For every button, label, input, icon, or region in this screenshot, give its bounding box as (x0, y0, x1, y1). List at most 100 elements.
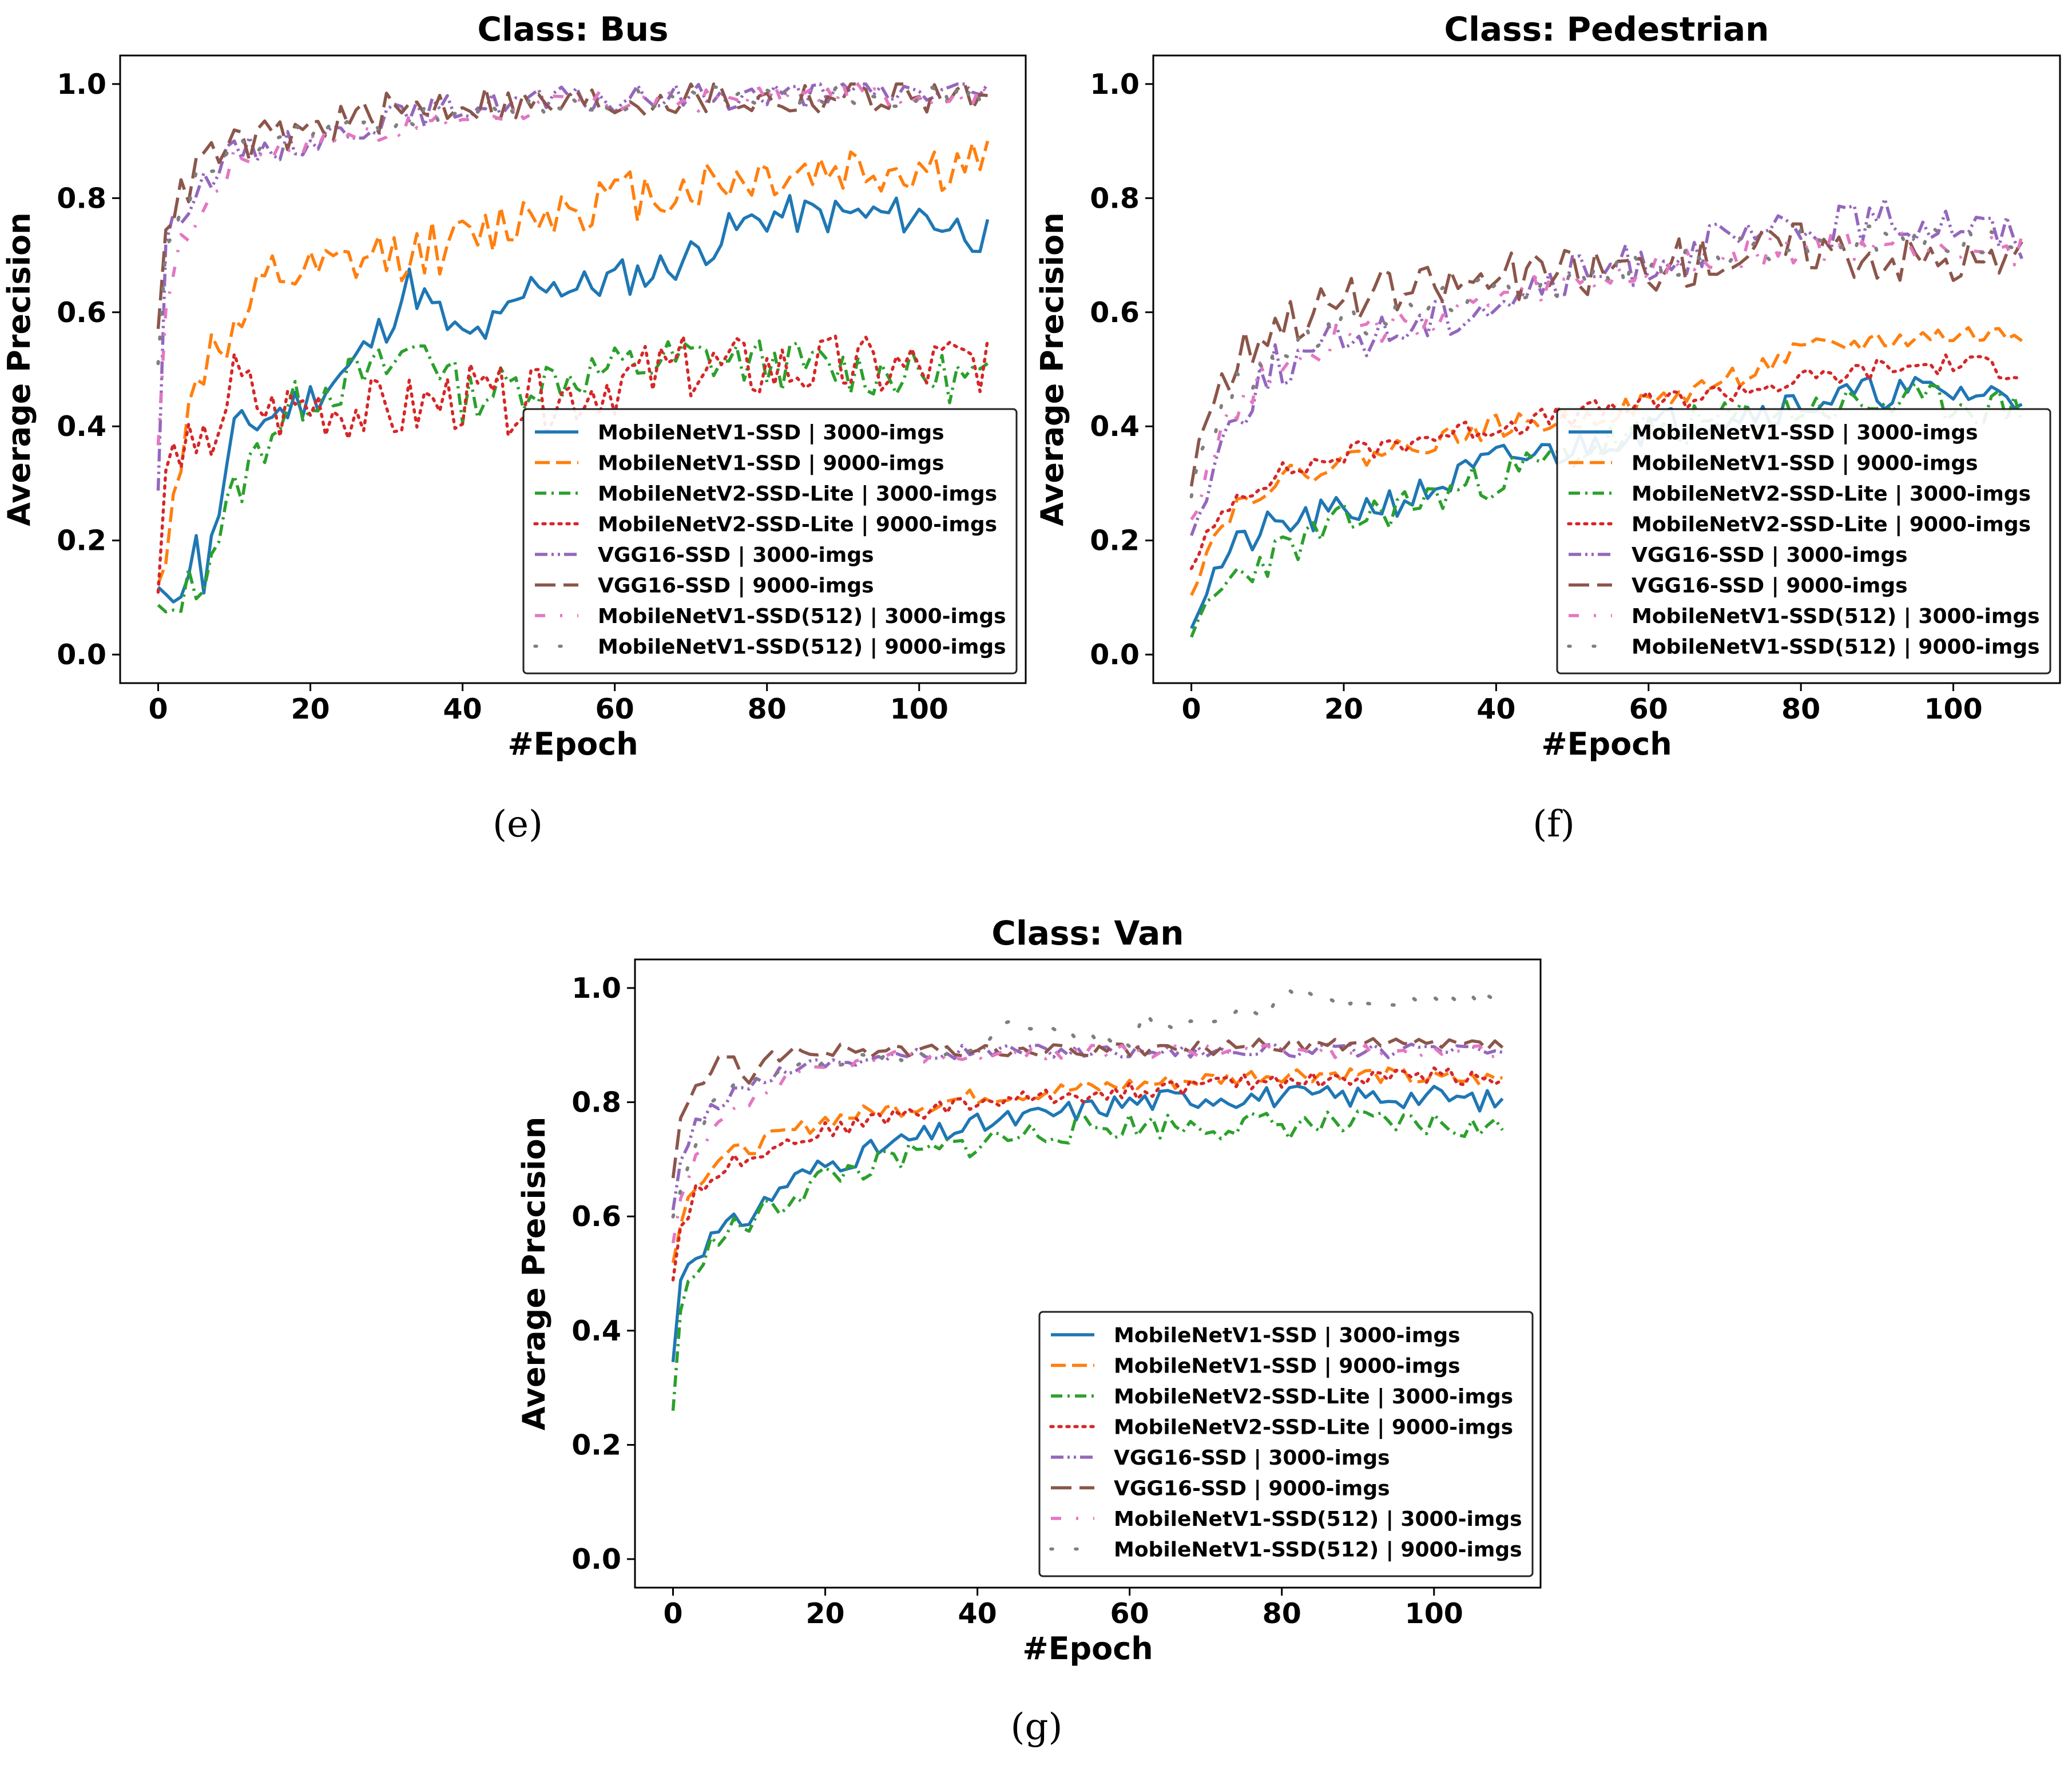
y-tick-label: 0.6 (1090, 296, 1140, 329)
y-axis-label: Average Precision (516, 1117, 552, 1430)
legend: MobileNetV1-SSD | 3000-imgs MobileNetV1-S… (522, 408, 1018, 675)
legend-label: MobileNetV1-SSD(512) | 3000-imgs (1114, 1508, 1522, 1531)
legend-label: MobileNetV1-SSD | 3000-imgs (1114, 1324, 1460, 1347)
series-group (671, 988, 1505, 1411)
y-tick-label: 0.2 (1090, 525, 1140, 557)
series-line (671, 988, 1505, 1219)
x-axis-label: #Epoch (507, 726, 638, 762)
legend-label: MobileNetV2-SSD-Lite | 3000-imgs (1114, 1385, 1513, 1409)
legend-label: MobileNetV1-SSD(512) | 3000-imgs (1632, 605, 2040, 628)
series-line (671, 1042, 1503, 1244)
legend-box (522, 408, 1018, 675)
y-tick-label: 0.4 (57, 410, 106, 443)
series-line (157, 194, 990, 604)
y-tick-label: 0.6 (57, 296, 106, 329)
series-line (1190, 326, 2023, 596)
y-tick-label: 0.0 (57, 638, 106, 671)
series-line (671, 1109, 1504, 1411)
caption-e: (e) (493, 803, 543, 846)
series-line (1189, 222, 2023, 487)
y-tick-label: 0.8 (571, 1086, 621, 1119)
x-tick-label: 0 (663, 1597, 682, 1630)
legend-label: VGG16-SSD | 9000-imgs (1632, 574, 1908, 598)
legend-label: MobileNetV1-SSD | 9000-imgs (1632, 452, 1978, 475)
series-line (156, 334, 990, 594)
y-tick-label: 0.2 (571, 1429, 621, 1461)
series-line (1190, 229, 2024, 521)
x-axis-label: #Epoch (1541, 726, 1672, 762)
y-tick-label: 0.0 (571, 1543, 621, 1576)
legend-label: MobileNetV1-SSD(512) | 9000-imgs (1114, 1538, 1522, 1562)
chart-bus: 0 20 40 60 80 100 0.0 0.2 0.4 0.6 0.8 1.0 Class: Bus… (1, 10, 1027, 762)
legend-label: MobileNetV2-SSD-Lite | 9000-imgs (598, 513, 997, 537)
x-tick-label: 80 (1263, 1597, 1301, 1630)
x-tick-label: 100 (1405, 1597, 1463, 1630)
y-tick-label: 0.0 (1090, 638, 1140, 671)
caption-f: (f) (1533, 803, 1575, 846)
legend-label: MobileNetV2-SSD-Lite | 9000-imgs (1114, 1416, 1513, 1439)
legend-label: VGG16-SSD | 3000-imgs (1114, 1446, 1390, 1470)
y-tick-label: 1.0 (57, 68, 106, 101)
legend: MobileNetV1-SSD | 3000-imgs MobileNetV1-S… (1038, 1311, 1534, 1577)
series-line (157, 339, 989, 614)
legend-label: MobileNetV1-SSD | 9000-imgs (1114, 1355, 1460, 1378)
legend-label: MobileNetV1-SSD | 9000-imgs (598, 452, 944, 475)
legend-label: MobileNetV1-SSD(512) | 9000-imgs (598, 636, 1006, 659)
legend-label: VGG16-SSD | 9000-imgs (1114, 1477, 1390, 1501)
chart-title: Class: Bus (477, 10, 668, 49)
legend-label: VGG16-SSD | 3000-imgs (1632, 544, 1908, 567)
plot-frame (1152, 54, 2061, 684)
x-tick-label: 60 (596, 693, 634, 725)
series-line (156, 82, 989, 446)
y-tick-label: 0.8 (57, 182, 106, 215)
series-line (671, 1066, 1505, 1282)
series-line (671, 1084, 1504, 1363)
x-tick-label: 20 (805, 1597, 844, 1630)
legend-label: MobileNetV2-SSD-Lite | 3000-imgs (598, 482, 997, 506)
y-tick-label: 0.8 (1090, 182, 1140, 215)
series-line (1190, 382, 2024, 638)
x-tick-label: 100 (1924, 693, 1982, 725)
legend-label: VGG16-SSD | 3000-imgs (598, 544, 874, 567)
series-line (156, 140, 990, 585)
x-tick-label: 20 (291, 693, 330, 725)
legend-label: MobileNetV1-SSD | 3000-imgs (1632, 421, 1978, 445)
chart-pedestrian: 0 20 40 60 80 100 0.0 0.2 0.4 0.6 0.8 1.0 Class: Ped… (1034, 10, 2061, 762)
x-tick-label: 60 (1110, 1597, 1149, 1630)
series-group (156, 82, 990, 614)
x-tick-label: 40 (958, 1597, 997, 1630)
x-tick-label: 0 (148, 693, 168, 725)
legend-label: MobileNetV2-SSD-Lite | 9000-imgs (1632, 513, 2031, 537)
series-line (671, 1042, 1503, 1211)
legend-label: VGG16-SSD | 9000-imgs (598, 574, 874, 598)
y-axis-label: Average Precision (1, 212, 37, 526)
series-line (1189, 224, 2024, 498)
legend-box (1556, 408, 2051, 675)
legend-label: MobileNetV1-SSD(512) | 3000-imgs (598, 605, 1006, 628)
y-tick-label: 0.4 (1090, 410, 1140, 443)
chart-van: 0 20 40 60 80 100 0.0 0.2 0.4 0.6 0.8 1.0 Class: Van… (516, 914, 1542, 1667)
series-line (156, 82, 990, 366)
legend: MobileNetV1-SSD | 3000-imgs MobileNetV1-S… (1556, 408, 2051, 675)
series-line (156, 82, 989, 491)
y-axis-label: Average Precision (1034, 212, 1070, 526)
legend-box (1038, 1311, 1534, 1577)
chart-title: Class: Pedestrian (1444, 10, 1769, 49)
series-line (1190, 197, 2023, 537)
x-axis-label: #Epoch (1022, 1631, 1153, 1667)
plot-frame (119, 54, 1027, 684)
chart-title: Class: Van (991, 914, 1184, 953)
x-tick-label: 40 (443, 693, 482, 725)
caption-g: (g) (1011, 1706, 1063, 1748)
series-line (671, 1037, 1504, 1179)
legend-label: MobileNetV2-SSD-Lite | 3000-imgs (1632, 482, 2031, 506)
series-line (671, 1066, 1503, 1263)
y-tick-label: 1.0 (571, 972, 621, 1005)
x-tick-label: 60 (1629, 693, 1668, 725)
x-tick-label: 20 (1324, 693, 1363, 725)
y-tick-label: 0.2 (57, 525, 106, 557)
x-tick-label: 100 (890, 693, 948, 725)
x-tick-label: 80 (1781, 693, 1820, 725)
x-tick-label: 0 (1182, 693, 1201, 725)
